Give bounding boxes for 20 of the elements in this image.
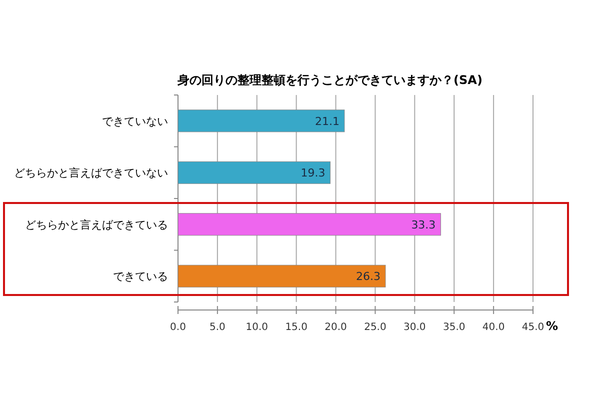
x-tick-label: 30.0	[404, 322, 426, 333]
x-tick-label: 20.0	[324, 322, 347, 333]
x-tick-label: 40.0	[482, 322, 505, 333]
y-tick-label: できていない	[102, 114, 168, 128]
x-axis-title: %	[546, 319, 558, 333]
x-tick-label: 45.0	[522, 322, 544, 333]
y-tick-label: できている	[113, 270, 168, 284]
chart-title: 身の回りの整理整頓を行うことができていますか？(SA)	[176, 73, 482, 87]
x-tick-label: 35.0	[442, 322, 466, 333]
x-tick-label: 5.0	[209, 322, 226, 333]
x-tick-label: 15.0	[285, 322, 308, 333]
data-label: 33.3	[411, 218, 436, 232]
data-label: 19.3	[300, 166, 326, 180]
x-tick-label: 0.0	[170, 322, 186, 333]
x-tick-label: 25.0	[364, 322, 386, 333]
y-tick-label: どちらかと言えばできていない	[14, 166, 168, 180]
x-tick-label: 10.0	[246, 322, 268, 333]
y-tick-label: どちらかと言えばできている	[25, 218, 168, 232]
data-label: 21.1	[314, 114, 340, 128]
data-label: 26.3	[356, 270, 380, 284]
